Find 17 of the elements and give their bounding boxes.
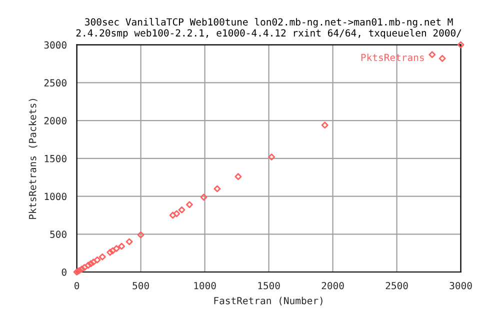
x-tick-label: 500 xyxy=(132,282,149,290)
y-axis-title: PktsRetrans (Packets) xyxy=(28,98,38,219)
y-tick-label: 1000 xyxy=(44,192,66,200)
x-tick-label: 1500 xyxy=(258,282,280,290)
y-tick-label: 2500 xyxy=(44,79,66,87)
chart-title: 300sec VanillaTCP Web100tune lon02.mb-ng.net->man01.mb-ng.net M 2.4.20smp web100-2.2.1, e1000-4.4.12 rxint 64/64, txqueuelen 2000/ xyxy=(76,18,462,39)
x-tick-label: 2500 xyxy=(386,282,408,290)
y-tick-label: 0 xyxy=(62,268,66,276)
x-tick-label: 3000 xyxy=(450,282,472,290)
x-tick-label: 0 xyxy=(74,282,80,290)
y-tick-label: 500 xyxy=(50,230,66,238)
y-tick-label: 1500 xyxy=(44,154,66,162)
x-axis-title: FastRetran (Number) xyxy=(214,296,322,306)
x-tick-label: 2000 xyxy=(322,282,344,290)
x-tick-label: 1000 xyxy=(194,282,216,290)
y-tick-label: 2000 xyxy=(44,117,66,124)
y-tick-label: 3000 xyxy=(44,41,66,49)
